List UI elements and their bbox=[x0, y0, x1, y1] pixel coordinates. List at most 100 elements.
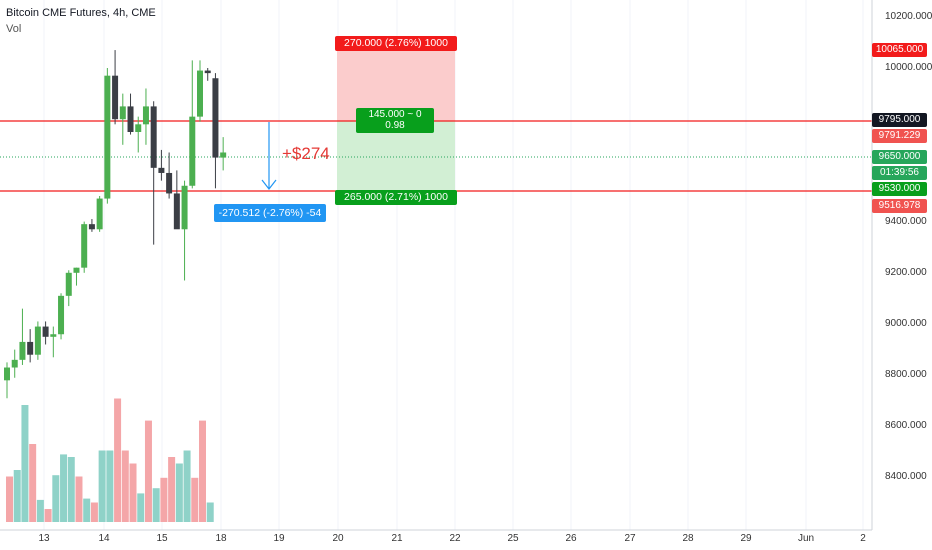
volume-bar bbox=[29, 444, 37, 522]
candle-body bbox=[189, 116, 196, 186]
candle-body bbox=[27, 341, 34, 355]
volume-bar bbox=[160, 477, 168, 522]
time-label: 2 bbox=[860, 533, 866, 544]
candle-body bbox=[166, 172, 173, 194]
candle[interactable] bbox=[88, 219, 95, 232]
candle[interactable] bbox=[65, 270, 72, 307]
volume-bar bbox=[191, 477, 199, 522]
candle-body bbox=[4, 367, 10, 381]
volume-bar bbox=[175, 463, 183, 522]
time-label: 20 bbox=[332, 533, 344, 544]
candle-body bbox=[42, 326, 49, 337]
candle-body bbox=[142, 106, 149, 125]
measure-label[interactable]: -270.512 (-2.76%) -54 bbox=[214, 204, 326, 222]
candle[interactable] bbox=[220, 137, 227, 171]
candle[interactable] bbox=[42, 321, 49, 345]
volume-bar bbox=[98, 450, 106, 522]
risk-reward-box[interactable]: 145.000 ~ 0 0.98 bbox=[356, 108, 434, 133]
candle[interactable] bbox=[197, 60, 203, 122]
candle[interactable] bbox=[27, 329, 34, 363]
candle[interactable] bbox=[166, 152, 173, 199]
candle[interactable] bbox=[135, 116, 142, 153]
last-price-tag: 9650.000 bbox=[872, 150, 927, 164]
candle[interactable] bbox=[189, 60, 196, 189]
price-label: 8400.000 bbox=[885, 471, 927, 482]
time-label: 19 bbox=[273, 533, 285, 544]
candles bbox=[4, 50, 227, 399]
candle[interactable] bbox=[127, 93, 134, 135]
candle-body bbox=[96, 198, 103, 230]
candle[interactable] bbox=[181, 180, 188, 281]
candle[interactable] bbox=[158, 149, 165, 181]
volume-bar bbox=[199, 420, 206, 522]
candle-body bbox=[119, 106, 126, 120]
candle[interactable] bbox=[142, 88, 149, 145]
chart-title[interactable]: Bitcoin CME Futures, 4h, CME bbox=[6, 7, 156, 19]
candle-body bbox=[81, 224, 88, 268]
candle-body bbox=[11, 359, 18, 368]
candle[interactable] bbox=[104, 68, 111, 204]
candle[interactable] bbox=[112, 50, 119, 125]
candle-body bbox=[19, 341, 26, 360]
pnl-label: +$274 bbox=[282, 144, 330, 163]
price-label: 10200.000 bbox=[885, 11, 932, 22]
volume-bar bbox=[152, 488, 160, 522]
candle-body bbox=[112, 75, 119, 120]
stop-loss-label[interactable]: 270.000 (2.76%) 1000 bbox=[335, 36, 457, 51]
candle[interactable] bbox=[150, 101, 157, 245]
time-label: 25 bbox=[507, 533, 519, 544]
take-profit-label[interactable]: 265.000 (2.71%) 1000 bbox=[335, 190, 457, 205]
candle-body bbox=[204, 70, 211, 74]
time-label: Jun bbox=[797, 533, 815, 544]
candle[interactable] bbox=[50, 326, 57, 358]
candle-body bbox=[34, 326, 41, 355]
bar-countdown-tag: 01:39:56 bbox=[872, 166, 927, 180]
candle[interactable] bbox=[119, 93, 126, 145]
candle-body bbox=[173, 193, 180, 230]
volume-bar bbox=[67, 457, 75, 522]
stop-price-tag: 10065.000 bbox=[872, 43, 927, 57]
candle-body bbox=[50, 334, 57, 337]
candle-body bbox=[135, 124, 142, 132]
candle[interactable] bbox=[204, 68, 211, 81]
time-label: 13 bbox=[38, 533, 50, 544]
price-label: 8800.000 bbox=[885, 369, 927, 380]
candle[interactable] bbox=[173, 170, 180, 230]
volume-bar bbox=[129, 463, 137, 522]
volume-bar bbox=[106, 450, 114, 522]
candle[interactable] bbox=[11, 349, 18, 378]
volume-bar bbox=[114, 398, 122, 522]
volume-bar bbox=[137, 493, 145, 522]
time-label: 26 bbox=[565, 533, 577, 544]
volume-bar bbox=[6, 476, 13, 522]
measure-arrow-icon[interactable] bbox=[261, 122, 277, 190]
price-label: 9000.000 bbox=[885, 318, 927, 329]
price-label: 10000.000 bbox=[885, 62, 932, 73]
candle[interactable] bbox=[4, 362, 10, 399]
volume-bar bbox=[90, 502, 98, 522]
volume-bar bbox=[75, 476, 83, 522]
entry-price-tag: 9795.000 bbox=[872, 113, 927, 127]
volume-bar bbox=[36, 499, 44, 522]
time-label: 27 bbox=[624, 533, 636, 544]
volume-bar bbox=[83, 498, 91, 522]
candle-body bbox=[197, 70, 203, 117]
candle[interactable] bbox=[96, 196, 103, 232]
candle[interactable] bbox=[212, 73, 219, 189]
candle[interactable] bbox=[81, 221, 88, 273]
volume-bar bbox=[121, 450, 129, 522]
candle[interactable] bbox=[58, 293, 65, 340]
candle[interactable] bbox=[19, 308, 26, 365]
time-label: 28 bbox=[682, 533, 694, 544]
volume-bar bbox=[21, 405, 29, 522]
candle[interactable] bbox=[73, 267, 80, 286]
volume-indicator-label[interactable]: Vol bbox=[6, 23, 22, 35]
volume-bar bbox=[144, 420, 152, 522]
candle[interactable] bbox=[34, 321, 41, 360]
price-label: 9400.000 bbox=[885, 216, 927, 227]
volume-bar bbox=[44, 509, 52, 522]
risk-reward-line2: 0.98 bbox=[385, 120, 405, 131]
time-label: 29 bbox=[740, 533, 752, 544]
candle-body bbox=[88, 224, 95, 230]
